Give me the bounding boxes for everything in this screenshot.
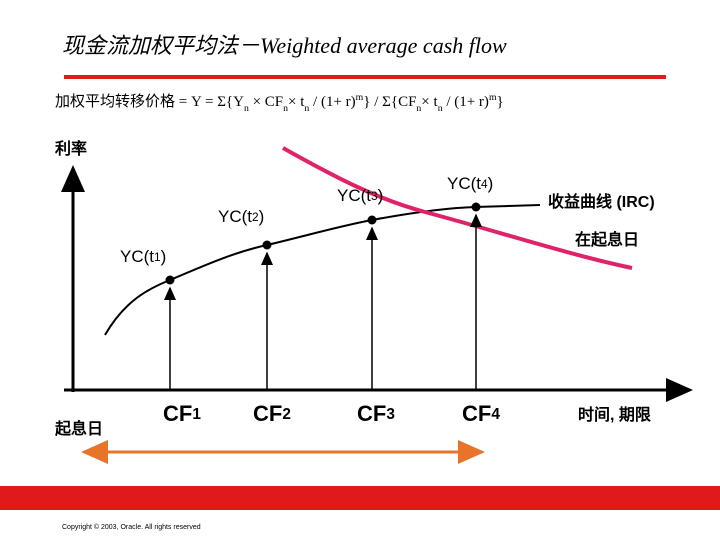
text-part: 2 xyxy=(282,406,291,423)
point-label: YC(t4) xyxy=(447,174,493,193)
text-part: YC(t xyxy=(447,174,481,193)
irc-curve xyxy=(282,146,633,270)
text-part: ) xyxy=(378,186,384,205)
text-part: } / Σ{CF xyxy=(363,94,416,110)
text-part: 3 xyxy=(371,189,378,203)
cash-flow-label: CF1 xyxy=(163,401,201,426)
point xyxy=(165,275,175,285)
text-part: m xyxy=(356,92,364,103)
text-part: YC(t xyxy=(120,247,154,266)
text-part: 1 xyxy=(192,406,201,423)
text-part: × CF xyxy=(249,94,283,110)
text-part: n xyxy=(416,103,421,114)
text-part: CF xyxy=(253,401,282,426)
text-part: CF xyxy=(163,401,192,426)
cash-flow-label: CF4 xyxy=(462,401,500,426)
copyright: Copyright © 2003, Oracle. All rights res… xyxy=(62,523,201,531)
text-part: 3 xyxy=(386,406,395,423)
text-part: m xyxy=(489,92,497,103)
curve-note: 在起息日 xyxy=(575,230,639,249)
formula: 加权平均转移价格 = Y = Σ{Yn × CFn× tn / (1+ r)m}… xyxy=(55,92,504,114)
text-part: YC(t xyxy=(337,186,371,205)
origin-label: 起息日 xyxy=(54,419,103,438)
cash-flow-label: CF3 xyxy=(357,401,395,426)
x-axis-label: 时间, 期限 xyxy=(578,405,652,424)
text-part: 加权平均转移价格 = xyxy=(55,93,191,110)
text-part: 2 xyxy=(252,210,259,224)
point-label: YC(t1) xyxy=(120,247,166,266)
point-label: YC(t2) xyxy=(218,207,264,226)
text-part: YC(t xyxy=(218,207,252,226)
point xyxy=(471,202,481,212)
text-part: ) xyxy=(259,207,265,226)
text-part: n xyxy=(244,103,249,114)
text-part: n xyxy=(283,103,288,114)
text-part: ) xyxy=(488,174,494,193)
y-axis-label: 利率 xyxy=(55,139,87,158)
text-part: n xyxy=(438,103,443,114)
curve-name: 收益曲线 (IRC) xyxy=(548,192,655,211)
title: 现金流加权平均法－Weighted average cash flow xyxy=(62,33,507,58)
footer-band xyxy=(0,486,720,510)
text-part: ) xyxy=(161,247,167,266)
point xyxy=(262,240,272,250)
title-en: Weighted average cash flow xyxy=(260,33,507,58)
text-part: 4 xyxy=(491,406,500,423)
text-part: / (1+ r) xyxy=(443,94,489,110)
text-part: Y = Σ{Y xyxy=(191,94,244,110)
text-part: CF xyxy=(462,401,491,426)
title-cn: 现金流加权平均法－ xyxy=(62,33,260,58)
point-label: YC(t3) xyxy=(337,186,383,205)
cash-flow-label: CF2 xyxy=(253,401,291,426)
text-part: × t xyxy=(421,94,438,110)
text-part: } xyxy=(497,94,504,110)
point xyxy=(367,215,377,225)
text-part: × t xyxy=(288,94,305,110)
text-part: / (1+ r) xyxy=(309,94,355,110)
text-part: n xyxy=(304,103,309,114)
text-part: 1 xyxy=(154,250,161,264)
text-part: CF xyxy=(357,401,386,426)
text-part: 4 xyxy=(481,177,488,191)
